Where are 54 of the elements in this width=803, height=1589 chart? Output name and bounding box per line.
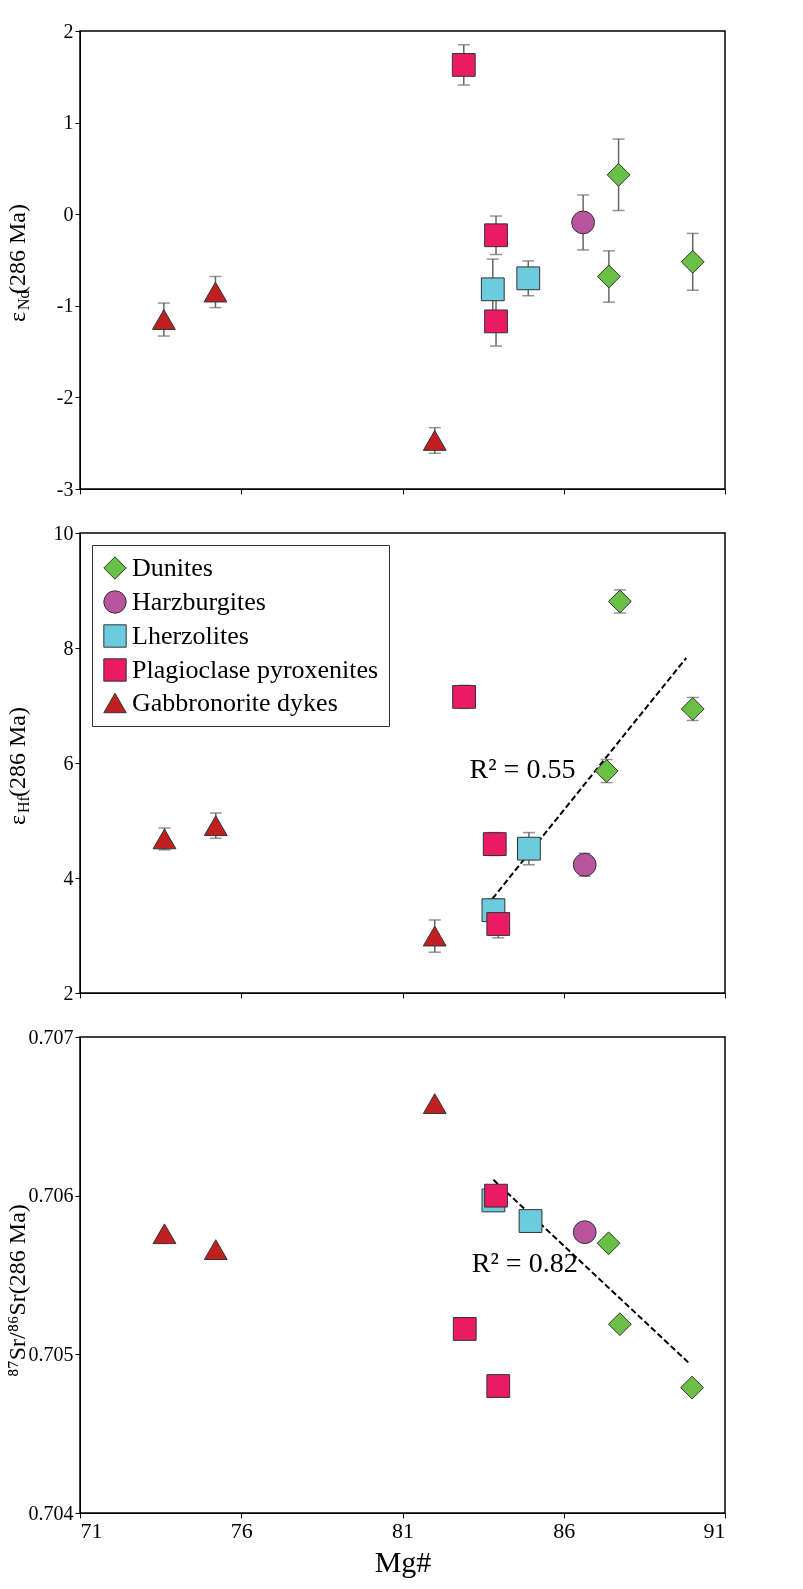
point — [517, 836, 541, 861]
point — [516, 266, 541, 291]
y-tick-label: 2 — [63, 19, 74, 42]
point — [151, 309, 176, 330]
legend-label: Lherzolites — [132, 621, 249, 650]
y-tick-label: 2 — [63, 981, 74, 1004]
y-tick-label: 0.707 — [28, 1025, 74, 1048]
point — [606, 162, 631, 187]
x-tick-label: 86 — [553, 1517, 576, 1543]
point — [152, 828, 177, 850]
x-tick-label: 91 — [703, 1517, 726, 1543]
annotation: R² = 0.82 — [471, 1246, 578, 1278]
y-tick-label: -1 — [56, 294, 74, 317]
point — [203, 281, 228, 303]
y-axis-title: εNd(286 Ma) — [4, 204, 32, 322]
legend-label: Harzburgites — [132, 587, 266, 616]
point — [597, 264, 621, 289]
point — [607, 589, 632, 614]
x-tick-label: 76 — [230, 1517, 253, 1543]
point — [571, 210, 595, 235]
x-axis-title: Mg# — [374, 1544, 432, 1578]
legend-label: Plagioclase pyroxenites — [132, 655, 379, 684]
point — [482, 832, 507, 856]
point — [484, 223, 508, 248]
point — [486, 912, 511, 936]
y-tick-label: 0.706 — [28, 1184, 74, 1207]
annotation: R² = 0.55 — [469, 753, 576, 785]
y-tick-label: -2 — [56, 385, 74, 408]
point — [594, 759, 619, 783]
y-tick-label: 0.704 — [28, 1501, 74, 1524]
y-tick-label: 0.705 — [28, 1342, 74, 1365]
x-tick-label: 71 — [80, 1517, 103, 1543]
point — [572, 852, 597, 877]
point — [422, 430, 447, 451]
point — [452, 684, 476, 709]
point — [480, 277, 505, 302]
y-tick-label: 6 — [63, 751, 74, 774]
y-axis-title: ⁸⁷Sr/⁸⁶Sr(286 Ma) — [4, 1204, 30, 1377]
point — [203, 815, 228, 837]
y-tick-label: -3 — [56, 477, 74, 500]
y-tick-label: 1 — [63, 111, 74, 134]
y-tick-label: 10 — [53, 521, 74, 544]
legend-label: Gabbronorite dykes — [132, 688, 338, 717]
point — [680, 249, 705, 274]
y-tick-label: 4 — [63, 866, 74, 889]
x-tick-label: 81 — [392, 1517, 414, 1543]
legend-label: Dunites — [132, 553, 213, 582]
point — [680, 697, 705, 721]
point — [451, 52, 476, 77]
point — [484, 309, 508, 334]
y-tick-label: 0 — [63, 202, 74, 225]
point — [422, 925, 447, 947]
y-axis-title: εHf(286 Ma) — [4, 707, 32, 825]
y-tick-label: 8 — [63, 636, 74, 659]
